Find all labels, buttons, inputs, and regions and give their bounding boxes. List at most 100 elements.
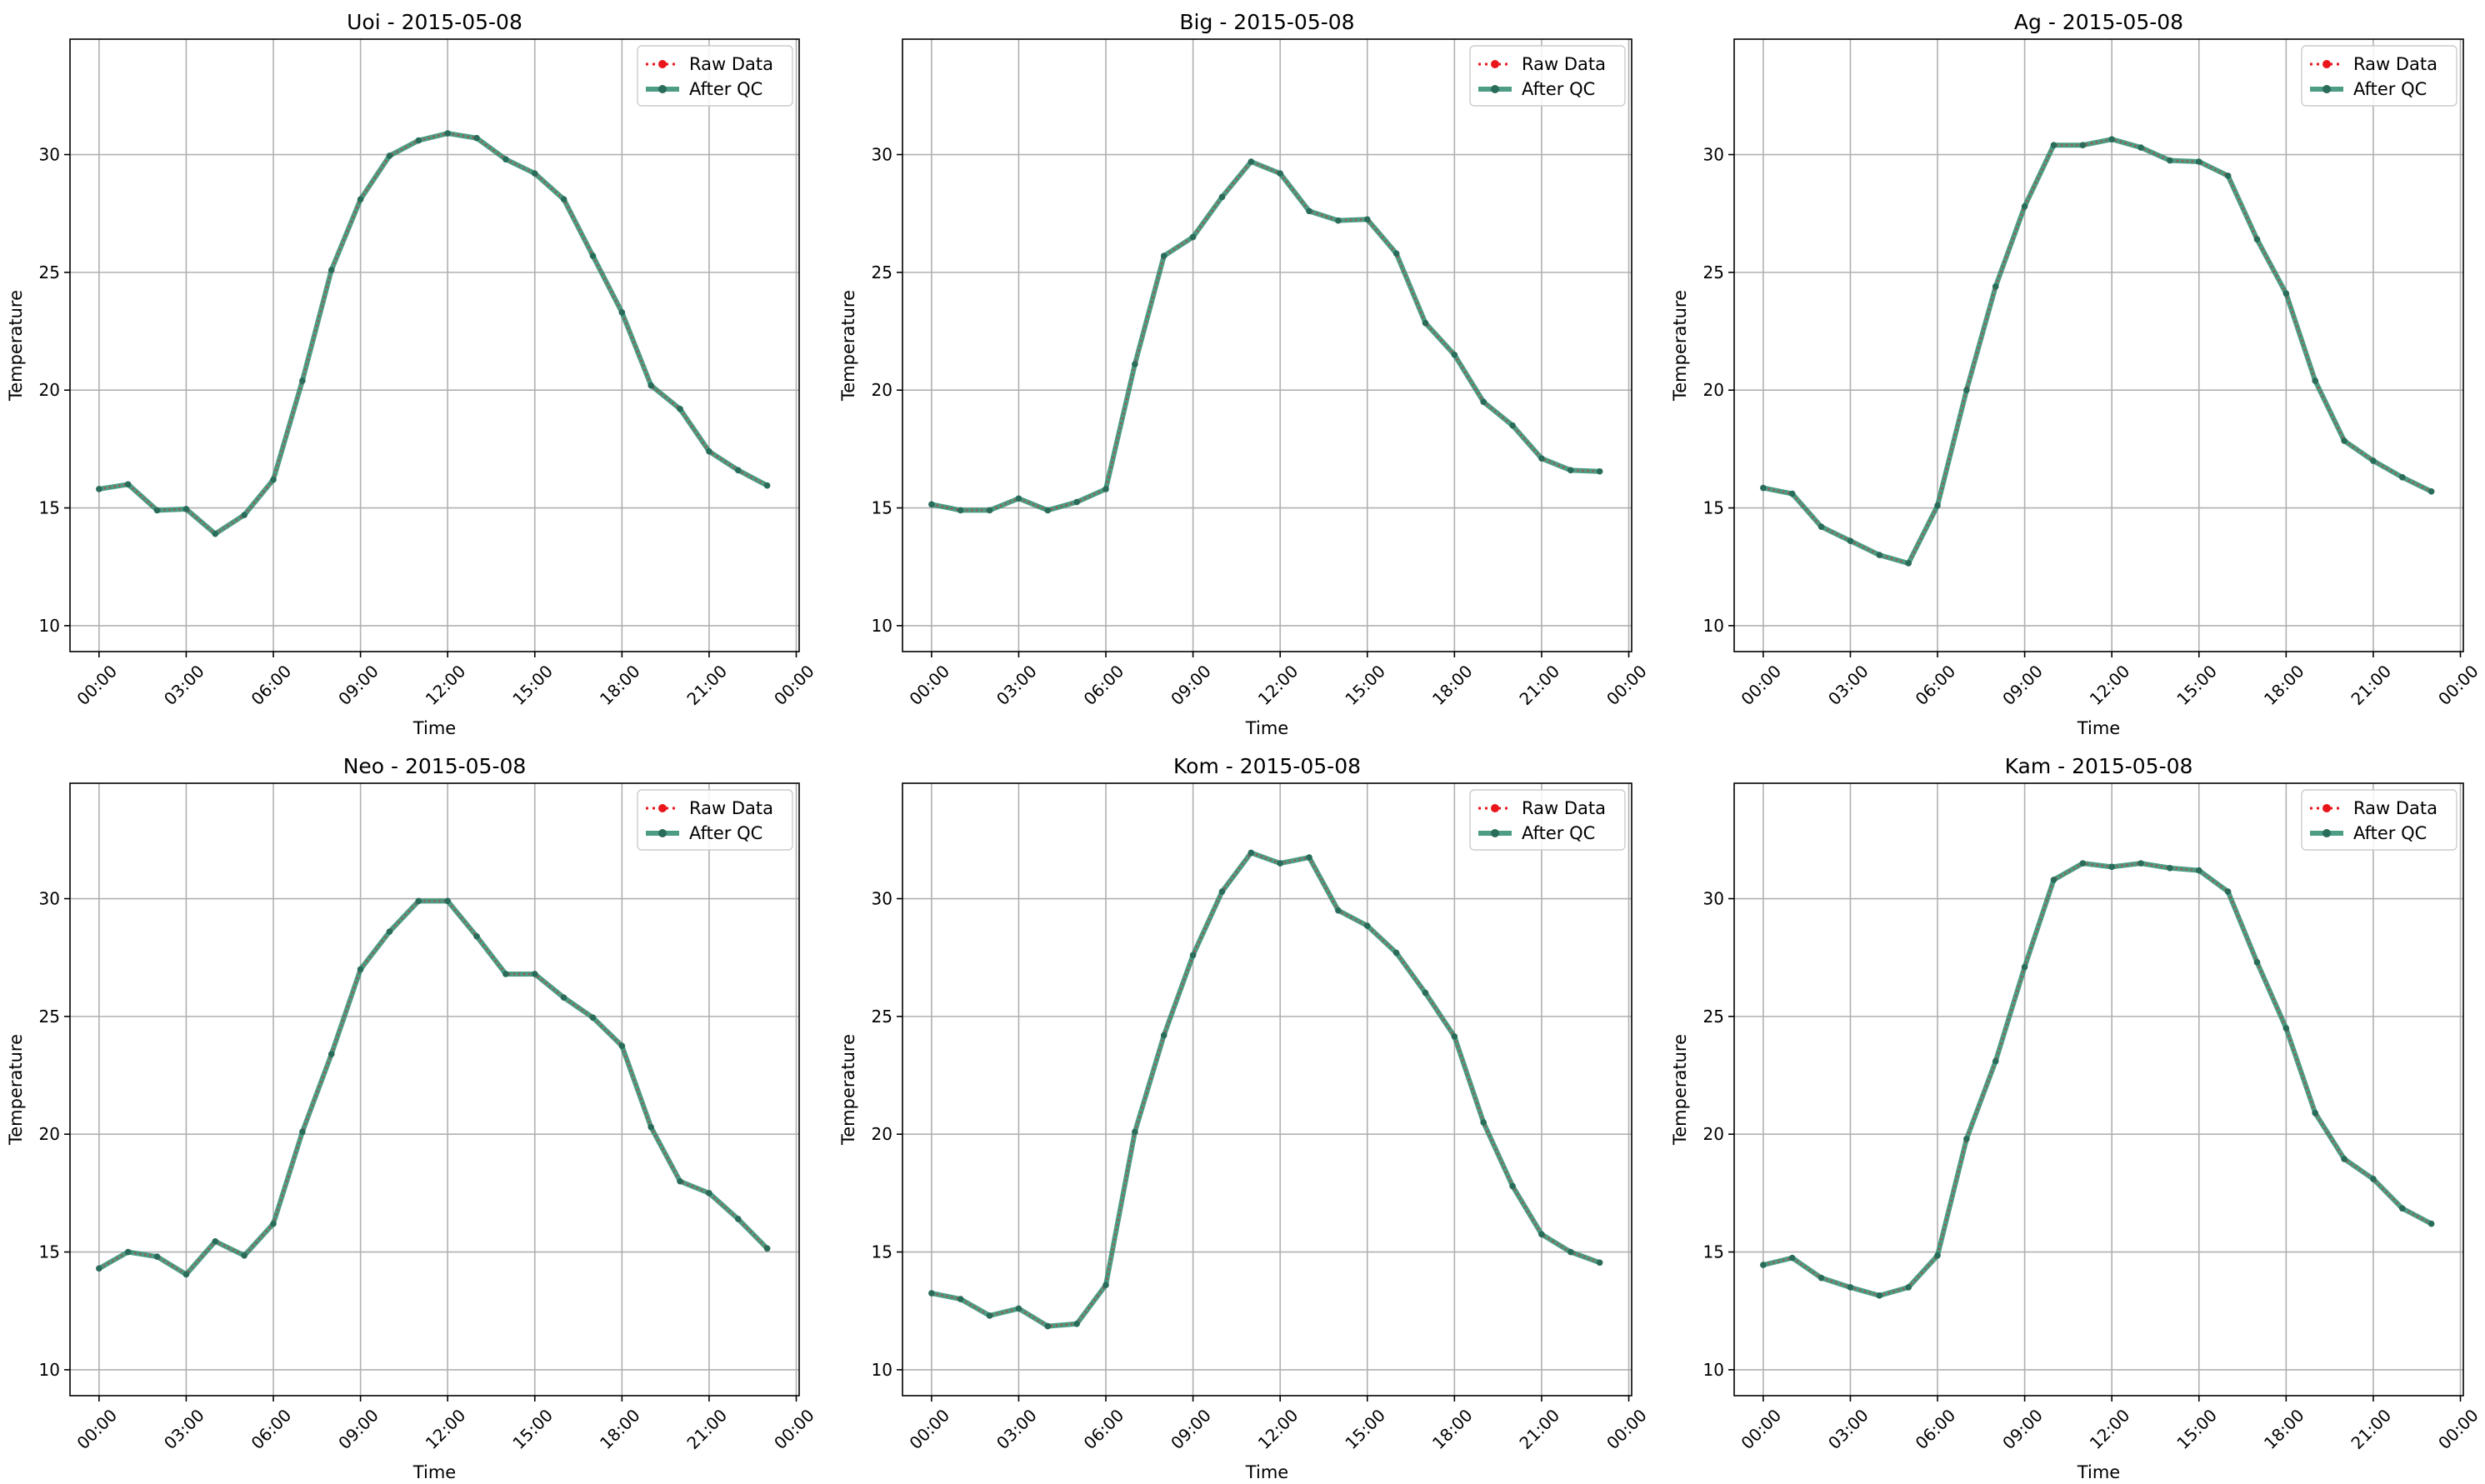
after-qc-point xyxy=(1847,537,1854,544)
after-qc-point xyxy=(2224,888,2232,895)
after-qc-point xyxy=(531,170,538,177)
y-tick-label: 25 xyxy=(39,1007,60,1027)
after-qc-point xyxy=(1044,1322,1052,1330)
after-qc-point xyxy=(2050,142,2058,149)
after-qc-point xyxy=(1934,502,1941,509)
x-tick-label: 15:00 xyxy=(1341,661,1389,709)
after-qc-point xyxy=(1451,352,1458,358)
after-qc-point xyxy=(763,1245,771,1252)
legend-raw-marker xyxy=(1491,60,1499,68)
after-qc-point xyxy=(1218,193,1226,201)
after-qc-point xyxy=(677,1177,683,1185)
raw-data-line xyxy=(1762,862,2432,1297)
after-qc-point xyxy=(415,897,422,905)
y-axis-label: Temperature xyxy=(1670,290,1690,402)
x-tick-label: 03:00 xyxy=(992,1405,1041,1453)
after-qc-point xyxy=(2312,1109,2319,1117)
after-qc-point xyxy=(1818,523,1825,530)
legend-qc-label: After QC xyxy=(2353,79,2427,99)
x-tick-label: 03:00 xyxy=(160,661,208,709)
after-qc-point xyxy=(1160,1032,1168,1039)
after-qc-point xyxy=(1335,907,1342,914)
after-qc-point xyxy=(957,1296,964,1302)
after-qc-line xyxy=(1762,861,2433,1298)
y-tick-label: 20 xyxy=(39,1124,60,1144)
after-qc-point xyxy=(2108,136,2115,142)
legend-raw-label: Raw Data xyxy=(1522,54,1606,74)
after-qc-point xyxy=(1963,1136,1970,1142)
after-qc-point xyxy=(2398,474,2406,481)
after-qc-point xyxy=(531,971,538,977)
y-tick-label: 25 xyxy=(39,262,60,282)
after-qc-point xyxy=(1248,158,1255,165)
raw-data-line xyxy=(98,132,768,536)
after-qc-point xyxy=(2428,487,2435,495)
legend-qc-label: After QC xyxy=(689,79,762,99)
y-tick-label: 30 xyxy=(872,145,892,165)
y-tick-label: 10 xyxy=(1703,616,1724,636)
after-qc-point xyxy=(928,1290,935,1297)
after-qc-point xyxy=(734,467,742,474)
legend-raw-marker xyxy=(658,60,667,68)
x-tick-label: 21:00 xyxy=(1515,1405,1563,1453)
x-tick-label: 12:00 xyxy=(2086,1405,2134,1453)
chart-panel: 00:00 03:00 06:00 09:00 12:00 15:00 18:00 21:00… xyxy=(1670,754,2482,1482)
after-qc-point xyxy=(1905,560,1912,567)
y-axis-label: Temperature xyxy=(838,290,858,402)
x-tick-label: 00:00 xyxy=(1602,661,1651,709)
legend: Raw Data After QC xyxy=(1469,45,1626,107)
after-qc-point xyxy=(1363,922,1371,929)
y-axis-label: Temperature xyxy=(1670,1034,1690,1146)
x-tick-label: 12:00 xyxy=(422,661,470,709)
x-tick-label: 09:00 xyxy=(1167,661,1215,709)
after-qc-point xyxy=(2398,1205,2406,1212)
after-qc-point xyxy=(1847,1284,1854,1291)
x-tick-label: 00:00 xyxy=(905,1405,953,1453)
x-tick-label: 15:00 xyxy=(508,661,557,709)
legend-qc-marker xyxy=(658,85,667,93)
after-qc-point xyxy=(1934,1252,1941,1259)
x-tick-label: 06:00 xyxy=(1912,1405,1960,1453)
after-qc-point xyxy=(1015,495,1022,502)
chart-title: Ag - 2015-05-08 xyxy=(2014,10,2183,34)
chart-title: Neo - 2015-05-08 xyxy=(343,754,527,778)
x-tick-label: 09:00 xyxy=(334,1405,382,1453)
after-qc-point xyxy=(2282,1025,2290,1032)
after-qc-point xyxy=(96,1265,102,1272)
x-tick-label: 09:00 xyxy=(1998,661,2047,709)
y-axis-label: Temperature xyxy=(6,290,26,402)
after-qc-point xyxy=(1015,1305,1022,1312)
after-qc-point xyxy=(618,309,626,316)
chart-title: Big - 2015-05-08 xyxy=(1179,10,1354,34)
after-qc-point xyxy=(386,928,393,935)
legend: Raw Data After QC xyxy=(2301,45,2458,107)
after-qc-point xyxy=(2021,202,2028,210)
x-tick-label: 09:00 xyxy=(1998,1405,2047,1453)
legend-qc-label: After QC xyxy=(2353,823,2427,843)
after-qc-point xyxy=(182,506,190,512)
x-axis-label: Time xyxy=(1245,1462,1288,1482)
after-qc-point xyxy=(270,476,277,483)
after-qc-point xyxy=(473,134,480,142)
after-qc-point xyxy=(1044,507,1052,514)
x-tick-label: 00:00 xyxy=(1737,1405,1785,1453)
legend-qc-marker xyxy=(2322,85,2331,93)
x-tick-label: 12:00 xyxy=(422,1405,470,1453)
after-qc-point xyxy=(241,1252,248,1259)
after-qc-point xyxy=(1480,1119,1488,1126)
raw-data-line xyxy=(1762,138,2432,565)
y-axis-label: Temperature xyxy=(6,1034,26,1146)
after-qc-point xyxy=(763,482,771,489)
after-qc-point xyxy=(1306,207,1312,215)
y-tick-label: 30 xyxy=(1703,889,1724,909)
after-qc-point xyxy=(153,1253,161,1261)
after-qc-point xyxy=(1818,1274,1825,1282)
x-tick-label: 21:00 xyxy=(682,661,731,709)
legend-raw-marker xyxy=(658,804,667,812)
x-tick-label: 18:00 xyxy=(2260,661,2308,709)
y-tick-label: 30 xyxy=(872,889,892,909)
x-tick-label: 15:00 xyxy=(508,1405,557,1453)
after-qc-point xyxy=(182,1271,190,1278)
after-qc-point xyxy=(299,377,306,384)
after-qc-point xyxy=(1788,490,1796,497)
